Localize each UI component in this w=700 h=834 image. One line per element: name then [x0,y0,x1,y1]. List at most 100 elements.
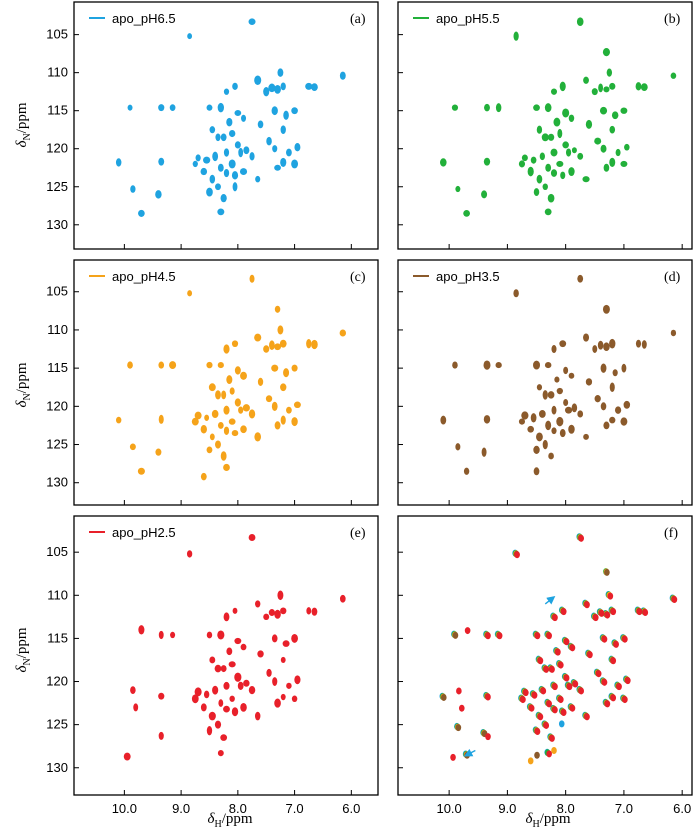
peak [533,188,540,197]
peak [294,143,301,152]
panel-label: (c) [350,270,366,285]
y-tick-label: 125 [46,437,68,452]
peak [484,103,490,112]
peak [266,668,272,677]
peak [451,104,459,111]
legend: apo_pH4.5 [89,269,176,284]
peak [563,366,569,375]
peak [577,274,584,283]
overlay-peaks-apo_pH3.5 [441,534,677,759]
peak [610,694,617,702]
peak [133,703,139,712]
peak [539,152,545,161]
peak [187,33,193,40]
peak [228,129,236,138]
peak [231,340,239,348]
peak [595,670,602,678]
peak [564,406,573,414]
legend-label: apo_pH5.5 [436,11,500,26]
peak [566,683,573,691]
peak [203,156,211,164]
peak [455,185,461,193]
peak [583,333,590,342]
peak [571,147,577,154]
peak [194,687,202,697]
peak [263,613,270,621]
peak [280,82,286,91]
peak [640,83,648,92]
peak [613,640,619,648]
peak [616,683,622,691]
peak [584,713,590,721]
peak [609,416,616,424]
peak [220,451,227,461]
peak [254,75,262,86]
peak [311,83,318,92]
peaks-apo_pH4.5 [116,274,347,481]
peak [536,174,543,184]
panel-label: (e) [350,526,366,541]
peak [291,107,298,115]
peak [238,147,244,158]
peak [670,72,677,79]
peak [130,185,136,193]
peak [544,362,552,369]
peak [537,657,544,665]
peak [206,104,213,111]
peak [269,340,275,351]
peak [530,413,537,423]
overlay-peaks-apo_pH6.5 [439,533,676,758]
peak [556,160,564,168]
peak [483,415,491,424]
peak [254,711,261,721]
y-tick-label: 105 [46,544,68,559]
peak [217,163,224,172]
peak [169,361,177,370]
peak [542,183,548,191]
peak [158,361,165,369]
x-axis-label-left: δH/ppm [207,811,252,830]
peak [537,713,544,721]
peak [547,391,555,399]
peak [481,190,488,199]
peak [311,339,318,350]
peak [604,611,611,619]
peak [280,415,286,425]
peak [520,696,526,704]
overlay-peaks-apo_pH2.5 [450,534,678,761]
peak [551,747,557,755]
peak [456,687,462,695]
peak [600,402,607,411]
peak [551,345,557,354]
peak [217,630,225,640]
peak [234,366,241,375]
y-tick-label: 110 [47,322,68,337]
peak [553,117,561,127]
peak [231,171,239,180]
peak [578,534,585,542]
peak [277,590,284,601]
peak [560,171,566,180]
peak [550,169,558,177]
peak [277,68,284,77]
panel-frame [397,515,693,796]
peak [611,111,619,120]
peak [209,656,216,664]
peak [635,82,642,91]
peak [554,376,560,383]
y-tick-label: 125 [46,717,68,732]
peak [255,600,261,608]
peak [601,678,608,686]
peak [565,148,572,157]
peak [569,644,576,652]
peak [452,361,458,369]
peak [544,208,552,216]
peak [530,156,537,164]
peak [598,609,605,617]
peak [240,371,247,380]
panel-3: 105 110 115 120 125 130 (c) apo_pH4.5 [46,259,379,506]
peak [243,146,250,155]
peak [138,209,145,217]
peak [272,145,278,153]
peak [495,362,502,369]
